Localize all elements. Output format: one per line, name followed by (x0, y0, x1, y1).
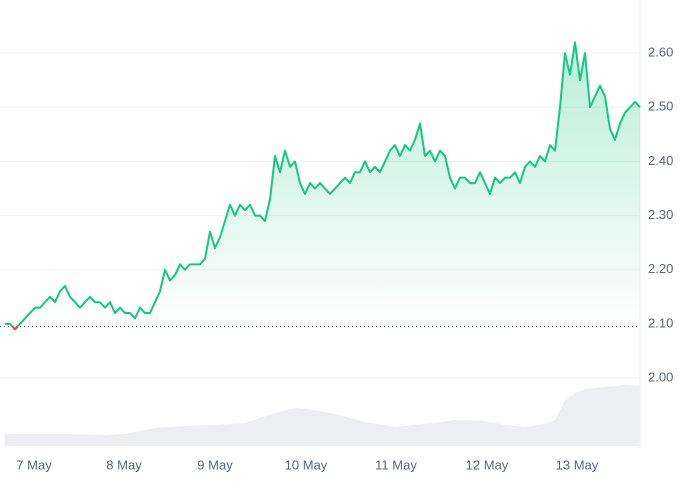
x-tick-label: 11 May (375, 457, 417, 472)
y-tick-label: 2.50 (648, 99, 673, 114)
price-line (5, 41, 641, 327)
x-tick-label: 12 May (466, 457, 509, 472)
x-tick-label: 13 May (556, 457, 599, 472)
volume-area (5, 385, 640, 446)
x-tick-label: 9 May (197, 457, 233, 472)
y-tick-label: 2.20 (648, 261, 673, 276)
y-tick-label: 2.10 (648, 315, 673, 330)
y-tick-label: 2.40 (648, 153, 673, 168)
x-tick-label: 7 May (16, 457, 52, 472)
y-tick-label: 2.30 (648, 207, 673, 222)
y-tick-label: 2.00 (648, 369, 673, 384)
x-tick-label: 10 May (285, 457, 328, 472)
y-tick-label: 2.60 (648, 45, 673, 60)
x-tick-label: 8 May (106, 457, 142, 472)
